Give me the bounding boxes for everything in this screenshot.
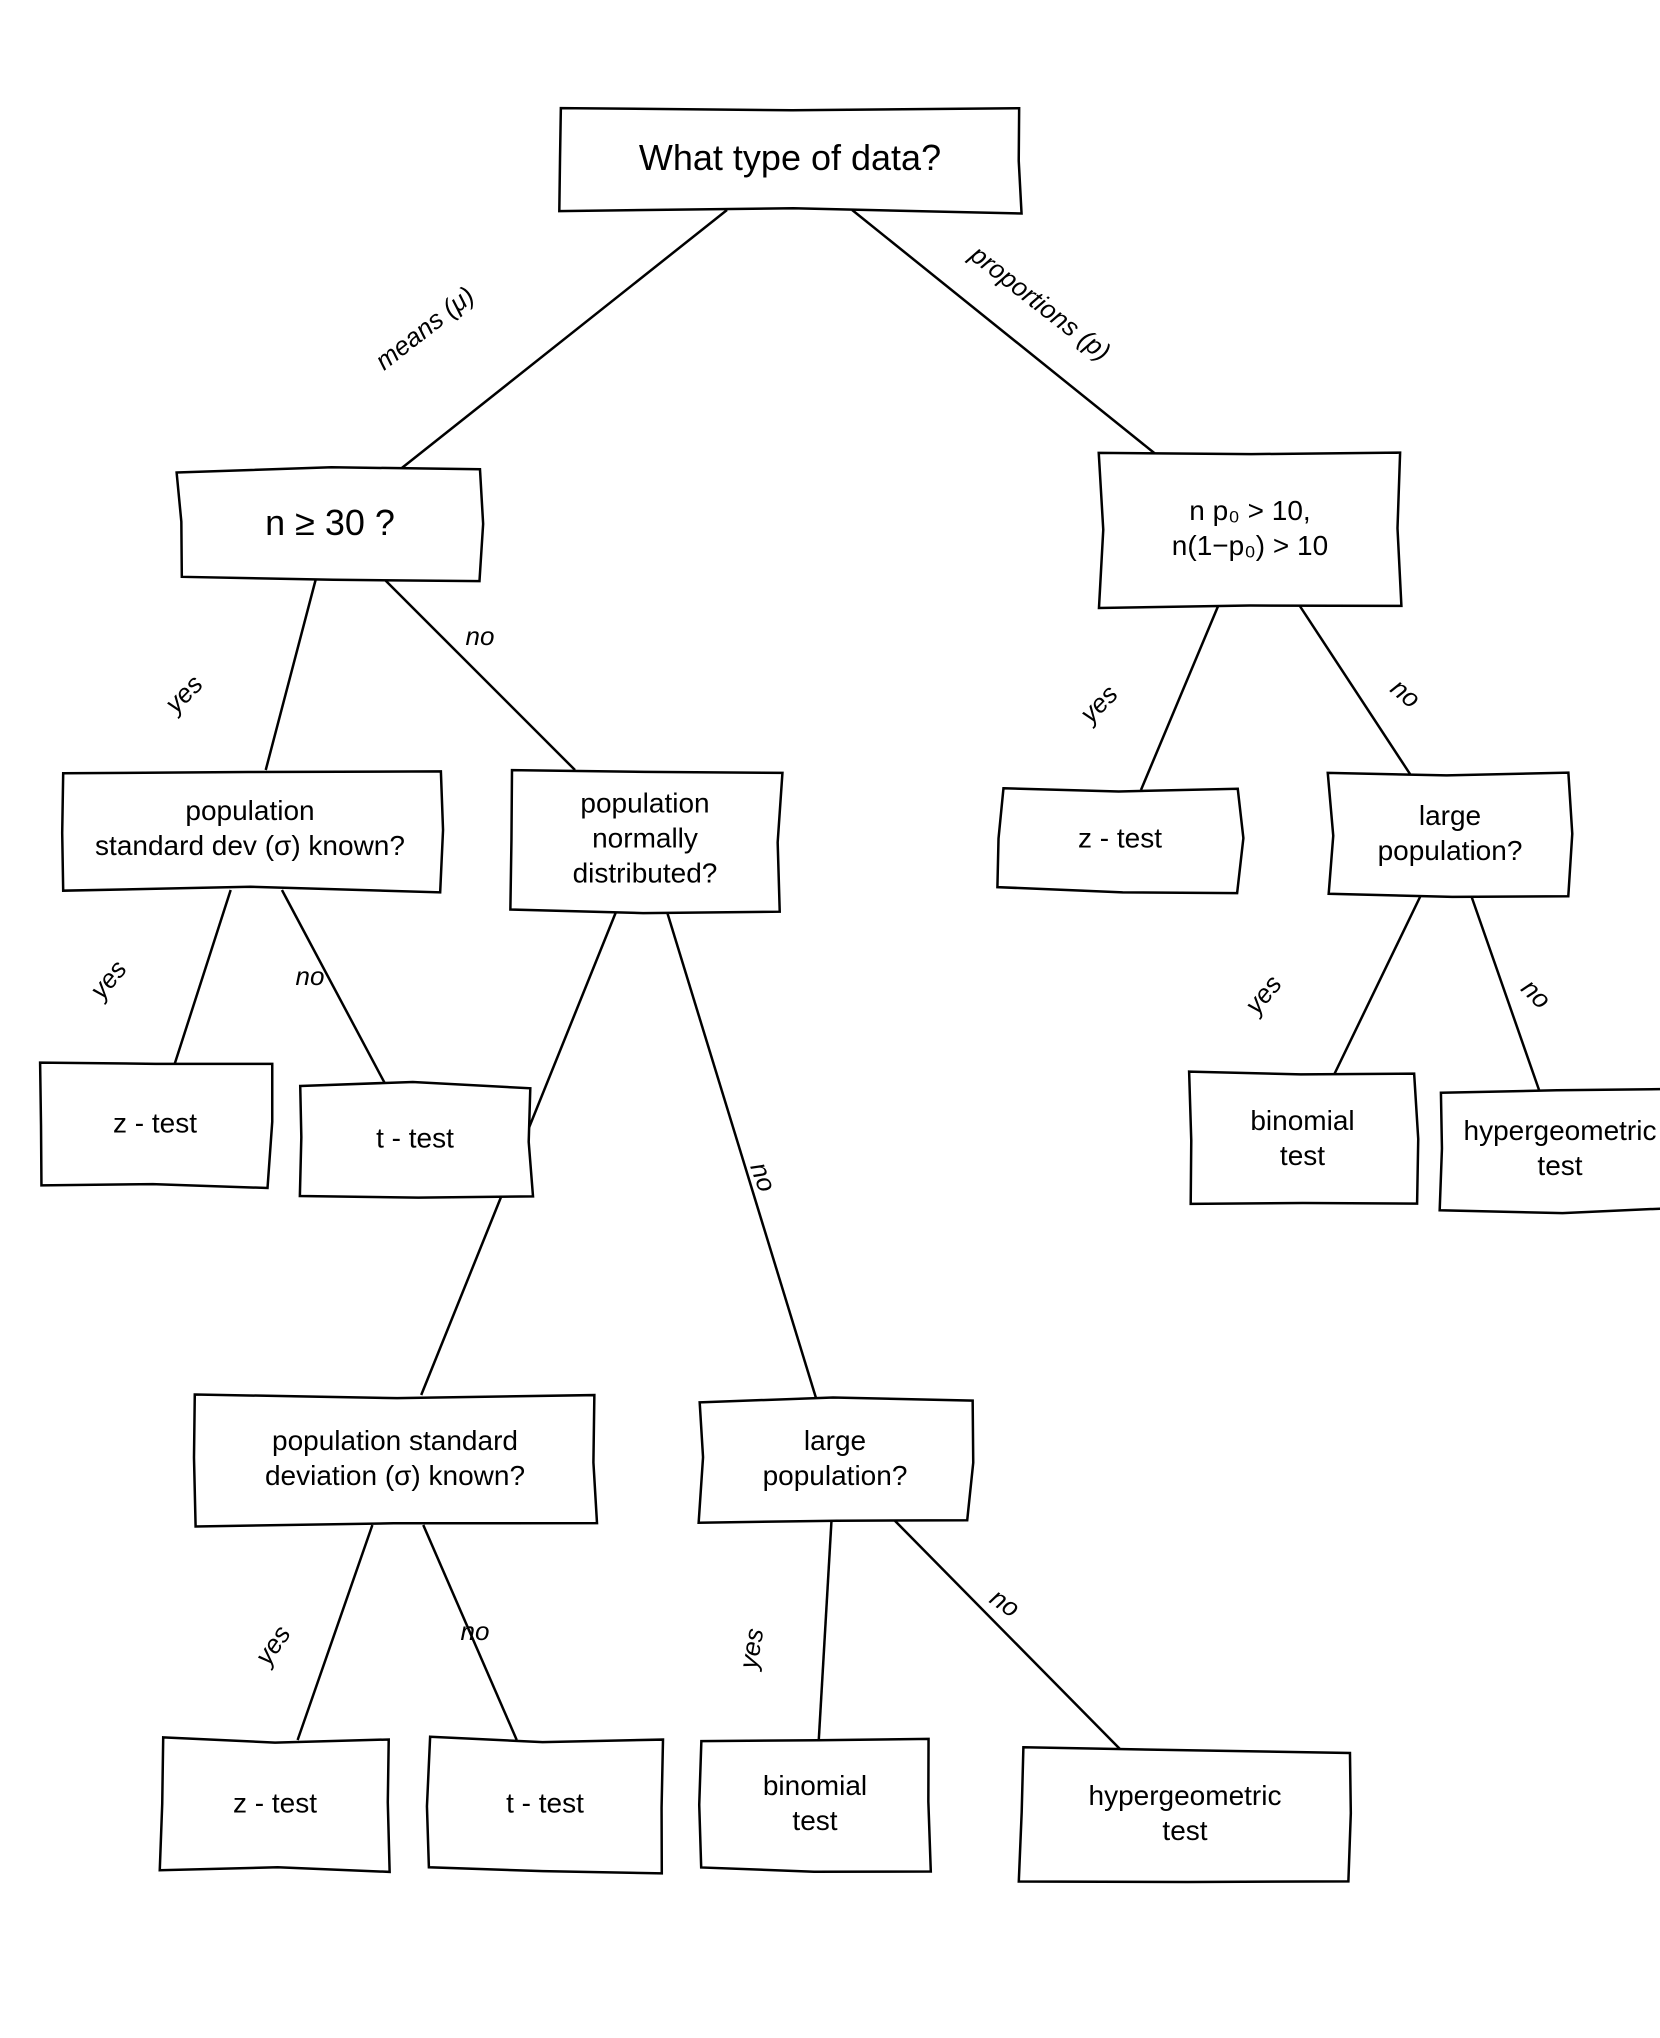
node-text: n p₀ > 10, (1189, 495, 1310, 526)
node-text: standard dev (σ) known? (95, 830, 405, 861)
node-ttest_m: t - test (300, 1082, 533, 1198)
node-binom1: binomial test (1189, 1072, 1418, 1204)
edge-label: means (μ) (369, 280, 480, 376)
node-text: What type of data? (639, 137, 941, 178)
node-text: hypergeometric (1464, 1115, 1657, 1146)
edge (399, 210, 727, 470)
node-np0: n p₀ > 10, n(1−p₀) > 10 (1099, 453, 1402, 608)
node-ttest_m2: t - test (427, 1737, 663, 1874)
edge-label: yes (157, 669, 208, 720)
edge-label: yes (248, 1620, 297, 1672)
node-text: t - test (506, 1788, 584, 1819)
edge-label: no (461, 1616, 490, 1646)
node-lpop1: large population? (1328, 773, 1573, 897)
node-text: z - test (233, 1788, 317, 1819)
node-text: normally (592, 823, 698, 854)
node-text: large (804, 1425, 866, 1456)
node-text: large (1419, 800, 1481, 831)
node-text: test (1537, 1150, 1582, 1181)
node-ztest_m2: z - test (160, 1737, 390, 1872)
edge-label: yes (733, 1626, 770, 1673)
edge (1141, 605, 1219, 790)
edge-label: no (744, 1158, 782, 1195)
node-text: binomial (763, 1770, 867, 1801)
node-hyper1: hypergeometric test (1440, 1089, 1660, 1213)
nodes-layer: What type of data? n ≥ 30 ? n p₀ > 10, n(1−… (40, 108, 1660, 1882)
node-sigma2: population standard deviation (σ) known? (194, 1394, 597, 1526)
node-normq: population normally distributed? (510, 770, 782, 913)
edge-label: yes (1072, 679, 1123, 730)
node-text: population (185, 795, 314, 826)
node-text: population standard (272, 1425, 518, 1456)
node-text: test (1162, 1815, 1207, 1846)
edge (894, 1520, 1121, 1750)
edge-label: no (466, 621, 495, 651)
edge (298, 1525, 373, 1740)
node-lpop2: large population? (699, 1398, 974, 1523)
edge (666, 910, 816, 1400)
node-text: deviation (σ) known? (265, 1460, 525, 1491)
node-text: test (1280, 1140, 1325, 1171)
node-text: binomial (1250, 1105, 1354, 1136)
node-root: What type of data? (559, 108, 1021, 213)
node-text: z - test (113, 1108, 197, 1139)
node-n30: n ≥ 30 ? (177, 467, 484, 581)
node-text: n(1−p₀) > 10 (1172, 530, 1328, 561)
node-binom2: binomial test (699, 1739, 931, 1872)
edge (852, 210, 1157, 455)
edge (385, 580, 575, 770)
edge (1334, 895, 1421, 1075)
node-text: n ≥ 30 ? (265, 502, 395, 543)
edge (266, 580, 316, 770)
node-text: distributed? (573, 858, 718, 889)
node-text: population (580, 788, 709, 819)
node-text: z - test (1078, 823, 1162, 854)
node-text: t - test (376, 1123, 454, 1154)
node-text: test (792, 1805, 837, 1836)
node-text: hypergeometric (1089, 1780, 1282, 1811)
node-box (1189, 1072, 1418, 1204)
edge (174, 890, 230, 1065)
edge-label: yes (82, 954, 132, 1006)
node-ztest_p: z - test (997, 788, 1243, 893)
node-hyper2: hypergeometric test (1019, 1747, 1351, 1882)
edge-label: no (296, 961, 325, 991)
edge-label: no (1516, 973, 1558, 1015)
node-ztest_m: z - test (40, 1063, 272, 1188)
node-sigma1: population standard dev (σ) known? (62, 771, 443, 892)
edge-label: proportions (p) (964, 238, 1116, 366)
edge-label: no (1385, 672, 1426, 714)
node-text: population? (763, 1460, 908, 1491)
edge (819, 1520, 832, 1740)
node-text: population? (1378, 835, 1523, 866)
edge-label: yes (1237, 969, 1287, 1021)
flowchart: means (μ) proportions (p) yes no yes no yes no y… (0, 0, 1660, 2038)
